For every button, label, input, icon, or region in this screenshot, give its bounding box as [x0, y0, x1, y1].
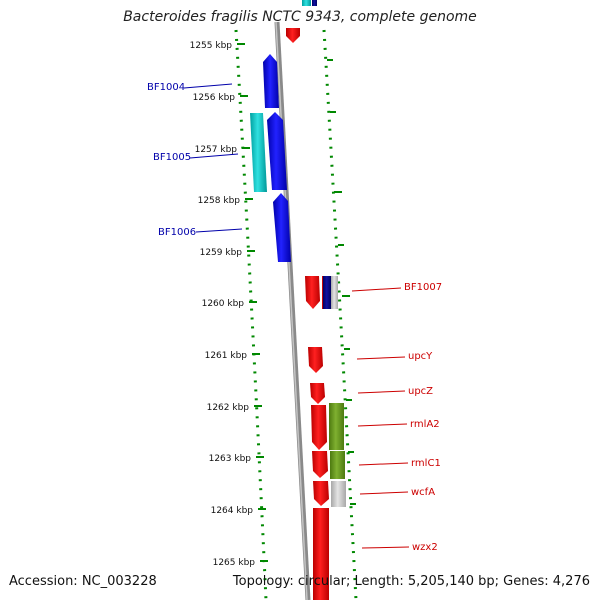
gene-rmlc1: [312, 451, 345, 479]
gene-label-wcfa: wcfA: [411, 487, 435, 498]
gene-upcz: [310, 383, 325, 404]
gene-label-upcz: upcZ: [408, 386, 433, 397]
gene-label-bf1004: BF1004: [147, 82, 185, 93]
tick-label: 1265 kbp: [213, 558, 256, 568]
gene-label-upcy: upcY: [408, 351, 433, 362]
genome-backbone: [274, 21, 311, 600]
gene-bf1007: [305, 276, 338, 309]
gene-bf1006: [273, 193, 291, 262]
tick-label: 1256 kbp: [193, 93, 236, 103]
gene-label-rmla2: rmlA2: [410, 419, 440, 430]
gene-label-rmlc1: rmlC1: [411, 458, 441, 469]
gene-rmla2: [311, 403, 344, 450]
gene-label-bf1006: BF1006: [158, 227, 196, 238]
gene-bf1005: [267, 112, 287, 190]
tick-label: 1260 kbp: [202, 299, 245, 309]
tick-marks: [237, 43, 356, 562]
gene-partial-top-cyan: [302, 0, 317, 6]
tick-label: 1264 kbp: [211, 506, 254, 516]
tick-label: 1262 kbp: [207, 403, 250, 413]
gene-label-wzx2: wzx2: [412, 542, 438, 553]
tick-label: 1258 kbp: [198, 196, 241, 206]
tick-label: 1261 kbp: [205, 351, 248, 361]
tick-label: 1255 kbp: [190, 41, 233, 51]
tick-label: 1259 kbp: [200, 248, 243, 258]
right-label-leaders: [351, 287, 410, 549]
tick-labels: 1255 kbp 1256 kbp 1257 kbp 1258 kbp 1259…: [190, 41, 256, 568]
gene-wzx2: [313, 508, 329, 600]
gene-partial-top-red: [286, 28, 300, 43]
gene-label-bf1007: BF1007: [404, 282, 442, 293]
gene-bf1005-cyan: [250, 113, 267, 192]
gene-bf1004: [263, 54, 279, 108]
map-title: Bacteroides fragilis NCTC 9343, complete…: [123, 9, 477, 25]
left-label-leaders: [183, 83, 243, 233]
tick-label: 1257 kbp: [195, 145, 238, 155]
gene-wcfa: [313, 481, 346, 507]
gene-upcy: [308, 347, 323, 373]
tick-label: 1263 kbp: [209, 454, 252, 464]
accession-text: Accession: NC_003228: [9, 574, 157, 589]
genome-summary-text: Topology: circular; Length: 5,205,140 bp…: [232, 574, 590, 589]
gene-label-bf1005: BF1005: [153, 152, 191, 163]
